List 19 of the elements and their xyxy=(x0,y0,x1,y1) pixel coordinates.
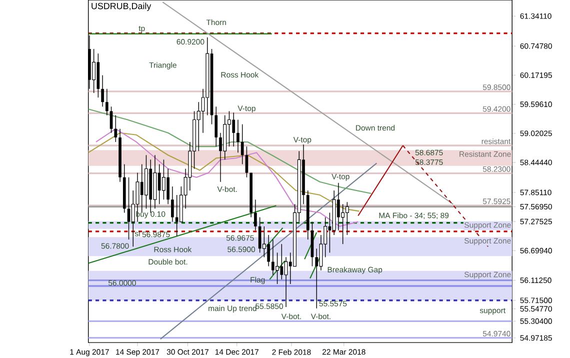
candlestick xyxy=(284,256,288,308)
line-series xyxy=(88,132,360,212)
candlestick xyxy=(101,74,104,107)
candlestick xyxy=(214,106,218,147)
candlestick xyxy=(114,114,118,142)
candlestick xyxy=(240,124,244,165)
candlestick xyxy=(105,88,108,116)
candlestick xyxy=(245,146,248,178)
candlestick xyxy=(254,199,257,231)
candlestick xyxy=(236,119,240,153)
candlestick xyxy=(276,252,280,284)
candlestick xyxy=(262,226,266,258)
candlestick xyxy=(345,202,349,236)
candlestick xyxy=(110,106,113,134)
chart-title: USDRUB,Daily xyxy=(92,2,152,11)
candlestick xyxy=(92,48,96,94)
candlestick xyxy=(171,186,174,222)
candlestick xyxy=(341,204,345,244)
candlestick xyxy=(162,159,166,200)
